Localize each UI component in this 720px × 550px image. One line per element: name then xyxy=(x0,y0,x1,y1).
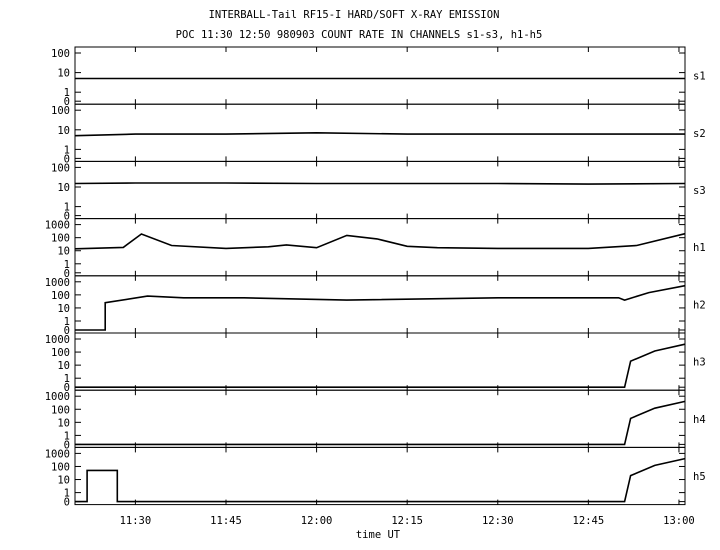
series-line-s2 xyxy=(74,131,685,137)
y-tick-label: 1 xyxy=(64,259,70,271)
y-tick-label: 0 xyxy=(64,96,70,108)
panel-label: h4 xyxy=(693,414,706,426)
y-tick-label: 100 xyxy=(51,162,70,174)
y-tick-label: 1000 xyxy=(45,277,70,289)
panel-label: h1 xyxy=(693,242,706,254)
y-tick-label: 1000 xyxy=(45,391,70,403)
x-axis: 11:30 11:45 12:00 12:15 12:30 12:45 13:00 xyxy=(120,515,695,527)
x-tick-label: 11:45 xyxy=(210,515,242,527)
y-tick-label: 10 xyxy=(57,68,70,80)
panels-group: 0110100s10110100s20110100s301101001000h1… xyxy=(45,46,706,509)
panel-frame xyxy=(74,446,686,506)
y-tick-label: 0 xyxy=(64,497,70,509)
panel-label: h3 xyxy=(693,357,706,369)
y-tick-label: 1000 xyxy=(45,448,70,460)
panel-frame xyxy=(74,389,686,448)
panel-label: s1 xyxy=(693,71,706,83)
y-tick-label: 0 xyxy=(64,211,70,223)
y-tick-label: 100 xyxy=(51,347,70,359)
y-tick-label: 100 xyxy=(51,461,70,473)
chart-subtitle: POC 11:30 12:50 980903 COUNT RATE IN CHA… xyxy=(176,29,543,41)
y-tick-label: 100 xyxy=(51,404,70,416)
series-line-h3 xyxy=(75,343,686,389)
y-tick-label: 100 xyxy=(51,48,70,60)
y-tick-label: 0 xyxy=(64,382,70,394)
y-tick-label: 10 xyxy=(57,360,70,372)
chart-title: INTERBALL-Tail RF15-I HARD/SOFT X-RAY EM… xyxy=(209,9,500,21)
y-tick-label: 1 xyxy=(64,316,70,328)
x-tick-label: 12:15 xyxy=(391,515,423,527)
y-tick-label: 1 xyxy=(64,202,70,214)
panel-label: s3 xyxy=(693,185,706,197)
y-tick-label: 10 xyxy=(57,125,70,137)
series-line-s3 xyxy=(74,182,686,185)
panel-frame xyxy=(74,275,686,334)
x-tick-label: 11:30 xyxy=(120,515,152,527)
x-tick-label: 12:45 xyxy=(573,515,605,527)
series-line-h2 xyxy=(75,284,686,331)
series-line-h1 xyxy=(74,232,686,250)
y-tick-label: 10 xyxy=(57,303,70,315)
y-tick-label: 0 xyxy=(64,153,70,165)
panel-frame xyxy=(74,332,686,391)
y-tick-label: 10 xyxy=(57,417,70,429)
panel-s2: 01 10 100 s2 xyxy=(51,103,706,165)
x-axis-label: time UT xyxy=(356,529,401,541)
panel-frame xyxy=(74,46,686,105)
x-tick-label: 12:00 xyxy=(301,515,333,527)
series-line-h5 xyxy=(75,457,686,503)
y-tick-label: 1 xyxy=(64,144,70,156)
y-tick-label: 1 xyxy=(64,373,70,385)
panel-frame xyxy=(74,218,686,277)
y-tick-label: 10 xyxy=(57,246,70,258)
panel-s1: 01 10 100 s1 xyxy=(51,46,706,108)
y-tick-label: 0 xyxy=(64,439,70,451)
y-tick-label: 0 xyxy=(64,268,70,280)
panel-frame xyxy=(74,103,686,162)
y-tick-label: 1 xyxy=(64,87,70,99)
y-tick-label: 1000 xyxy=(45,220,70,232)
panel-frame xyxy=(74,160,686,220)
y-tick-label: 100 xyxy=(51,290,70,302)
y-tick-label: 1 xyxy=(64,488,70,500)
panel-label: h2 xyxy=(693,299,706,311)
y-tick-label: 1000 xyxy=(45,334,70,346)
y-tick-label: 1 xyxy=(64,430,70,442)
panel-label: s2 xyxy=(693,128,706,140)
x-tick-label: 12:30 xyxy=(482,515,514,527)
series-line-h4 xyxy=(75,400,686,446)
y-tick-label: 10 xyxy=(57,182,70,194)
y-tick-label: 100 xyxy=(51,233,70,245)
y-tick-label: 10 xyxy=(57,475,70,487)
panel-s3: 01 10 100 s3 xyxy=(51,160,706,223)
y-tick-label: 100 xyxy=(51,105,70,117)
y-tick-label: 0 xyxy=(64,325,70,337)
x-tick-label: 13:00 xyxy=(663,515,695,527)
panel-label: h5 xyxy=(693,471,706,483)
